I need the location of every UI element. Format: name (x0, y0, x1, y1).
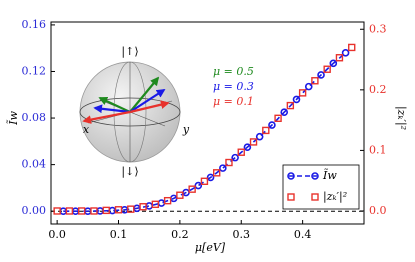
y2-tick-label: 0.2 (369, 83, 387, 96)
data-point (317, 71, 325, 79)
y-axis-label: Ĩw (6, 111, 20, 126)
data-point (298, 89, 307, 97)
data-point (280, 108, 289, 117)
inset-label: y (182, 123, 190, 136)
legend-box (282, 164, 360, 210)
data-point (102, 206, 110, 215)
legend-marker (287, 172, 295, 180)
data-point (335, 54, 344, 62)
data-point (274, 114, 282, 123)
y-tick-label: 0.04 (22, 158, 47, 171)
data-point (329, 59, 338, 68)
data-point (286, 101, 295, 110)
data-point (127, 205, 135, 213)
data-point (151, 200, 160, 209)
x-tick-label: 0.1 (110, 228, 128, 241)
y2-tick-label: 0.0 (369, 204, 387, 217)
data-point (292, 95, 301, 104)
legend-marker (311, 193, 319, 201)
legend-label: Ĩw (322, 168, 337, 182)
data-point (139, 203, 147, 211)
data-point (213, 169, 221, 177)
legend-marker (287, 193, 295, 201)
inset-mu-label: μ = 0.1 (213, 95, 254, 108)
y2-tick-label: 0.1 (369, 143, 387, 156)
data-point (249, 138, 258, 146)
data-point (77, 207, 86, 215)
y-tick-label: 0.12 (22, 64, 47, 77)
data-point (206, 173, 215, 182)
inset-label: |↓⟩ (121, 165, 138, 179)
data-point (65, 207, 74, 215)
legend-label: |zₖ′|² (323, 190, 347, 204)
data-point (176, 191, 184, 199)
x-axis-label: μ[eV] (195, 241, 226, 254)
data-point (114, 206, 123, 214)
data-point (323, 65, 331, 73)
inset-mu-label: μ = 0.3 (213, 80, 254, 93)
data-point (304, 82, 313, 91)
data-point (262, 126, 270, 135)
x-tick-label: 0.0 (48, 228, 66, 241)
data-point (237, 148, 245, 156)
bloch-sphere: |↑⟩ |↓⟩ x y (79, 45, 190, 179)
data-point (194, 181, 203, 190)
y2-axis-label: |zₖ′|² (394, 106, 408, 130)
data-point (90, 207, 98, 215)
data-point (231, 153, 239, 162)
y-tick-label: 0.00 (22, 204, 47, 217)
data-point (219, 164, 227, 172)
data-point (163, 196, 172, 205)
y2-tick-label: 0.3 (369, 22, 387, 35)
data-point (225, 158, 233, 167)
x-tick-label: 0.4 (294, 228, 312, 241)
data-point (255, 132, 264, 141)
legend-marker (311, 172, 319, 180)
data-point (311, 77, 319, 85)
inset-mu-label: μ = 0.5 (213, 65, 254, 78)
x-tick-label: 0.2 (171, 228, 189, 241)
data-point (341, 49, 350, 57)
inset-label: |↑⟩ (121, 45, 138, 59)
y-tick-label: 0.16 (22, 18, 47, 31)
data-point (348, 43, 356, 52)
plot-frame (50, 21, 365, 225)
inset-label: x (83, 123, 90, 136)
y-tick-label: 0.08 (22, 111, 47, 124)
data-point (268, 121, 276, 129)
data-point (200, 177, 209, 185)
data-point (188, 185, 196, 193)
data-point (243, 143, 252, 151)
x-tick-label: 0.3 (233, 228, 251, 241)
data-point (53, 207, 61, 215)
